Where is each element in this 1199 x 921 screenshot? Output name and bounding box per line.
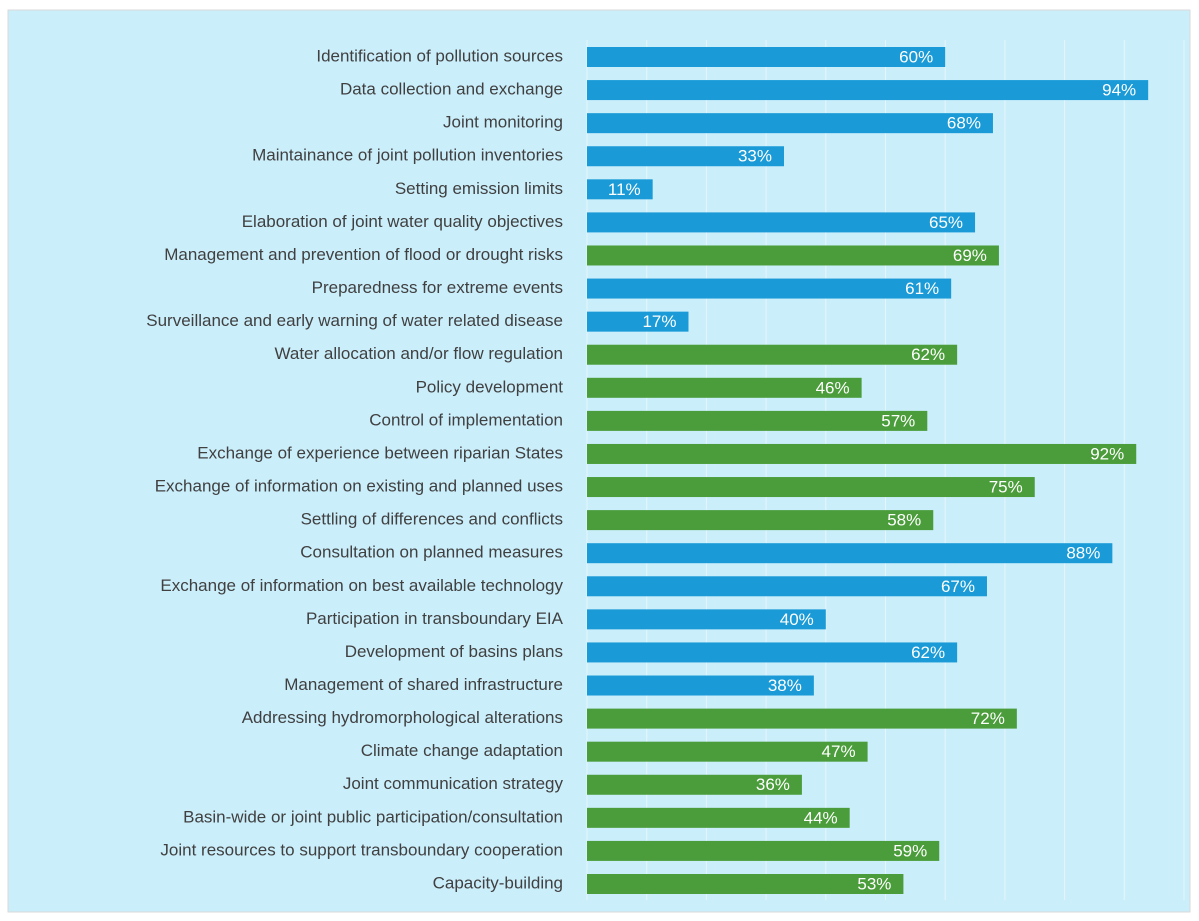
bar bbox=[587, 212, 976, 233]
bar bbox=[587, 278, 952, 299]
bar bbox=[587, 609, 826, 630]
bar bbox=[587, 874, 904, 894]
value-label: 57% bbox=[881, 411, 915, 430]
value-label: 69% bbox=[953, 246, 987, 265]
bar bbox=[587, 146, 785, 167]
category-label: Exchange of information on best availabl… bbox=[160, 576, 563, 595]
bar bbox=[587, 840, 940, 861]
bar bbox=[587, 675, 814, 696]
category-label: Control of implementation bbox=[369, 410, 563, 429]
bar bbox=[587, 311, 689, 332]
value-label: 92% bbox=[1090, 444, 1124, 463]
category-label: Exchange of information on existing and … bbox=[155, 477, 563, 496]
value-label: 38% bbox=[768, 676, 802, 695]
bar bbox=[587, 807, 850, 828]
value-label: 72% bbox=[971, 709, 1005, 728]
category-label: Policy development bbox=[416, 377, 564, 396]
value-label: 46% bbox=[816, 378, 850, 397]
value-label: 62% bbox=[911, 345, 945, 364]
category-label: Development of basins plans bbox=[345, 642, 563, 661]
bar bbox=[587, 47, 946, 67]
bar bbox=[587, 642, 958, 663]
category-label: Elaboration of joint water quality objec… bbox=[242, 212, 563, 231]
category-label: Joint resources to support transboundary… bbox=[160, 840, 563, 859]
value-label: 47% bbox=[822, 742, 856, 761]
value-label: 11% bbox=[608, 180, 641, 199]
value-label: 36% bbox=[756, 775, 790, 794]
bar bbox=[587, 377, 862, 398]
bar bbox=[587, 774, 802, 795]
category-label: Preparedness for extreme events bbox=[312, 278, 563, 297]
category-label: Water allocation and/or flow regulation bbox=[274, 344, 563, 363]
category-label: Basin-wide or joint public participation… bbox=[183, 807, 563, 826]
bar bbox=[587, 708, 1017, 729]
category-label: Settling of differences and conflicts bbox=[301, 510, 563, 529]
value-label: 59% bbox=[893, 841, 927, 860]
bar bbox=[587, 410, 928, 431]
category-label: Exchange of experience between riparian … bbox=[197, 443, 563, 462]
value-label: 68% bbox=[947, 114, 981, 133]
bar bbox=[587, 741, 868, 762]
value-label: 60% bbox=[899, 47, 933, 66]
value-label: 44% bbox=[804, 808, 838, 827]
bar bbox=[587, 510, 934, 531]
value-label: 88% bbox=[1066, 544, 1100, 563]
category-label: Identification of pollution sources bbox=[316, 46, 563, 65]
value-label: 61% bbox=[905, 279, 939, 298]
category-label: Setting emission limits bbox=[395, 179, 563, 198]
value-label: 58% bbox=[887, 511, 921, 530]
category-label: Management of shared infrastructure bbox=[284, 675, 563, 694]
value-label: 40% bbox=[780, 610, 814, 629]
bar bbox=[587, 576, 987, 597]
value-label: 17% bbox=[642, 312, 676, 331]
bar bbox=[587, 80, 1149, 101]
bar bbox=[587, 179, 653, 200]
value-label: 53% bbox=[857, 874, 891, 893]
category-label: Capacity-building bbox=[433, 873, 563, 892]
value-label: 62% bbox=[911, 643, 945, 662]
value-label: 65% bbox=[929, 213, 963, 232]
value-label: 67% bbox=[941, 577, 975, 596]
value-label: 94% bbox=[1102, 81, 1136, 100]
value-label: 75% bbox=[989, 478, 1023, 497]
bar bbox=[587, 543, 1113, 564]
category-label: Climate change adaptation bbox=[361, 741, 563, 760]
category-label: Joint communication strategy bbox=[343, 774, 564, 793]
bar bbox=[587, 113, 993, 134]
category-label: Data collection and exchange bbox=[340, 80, 563, 99]
category-label: Surveillance and early warning of water … bbox=[146, 311, 563, 330]
bar bbox=[587, 477, 1035, 498]
bar bbox=[587, 443, 1137, 464]
category-label: Management and prevention of flood or dr… bbox=[164, 245, 563, 264]
value-label: 33% bbox=[738, 147, 772, 166]
bar bbox=[587, 245, 999, 266]
category-label: Addressing hydromorphological alteration… bbox=[242, 708, 563, 727]
category-label: Maintainance of joint pollution inventor… bbox=[252, 146, 563, 165]
category-label: Joint monitoring bbox=[443, 113, 563, 132]
bar bbox=[587, 344, 958, 365]
category-label: Participation in transboundary EIA bbox=[306, 609, 564, 628]
category-label: Consultation on planned measures bbox=[300, 543, 563, 562]
